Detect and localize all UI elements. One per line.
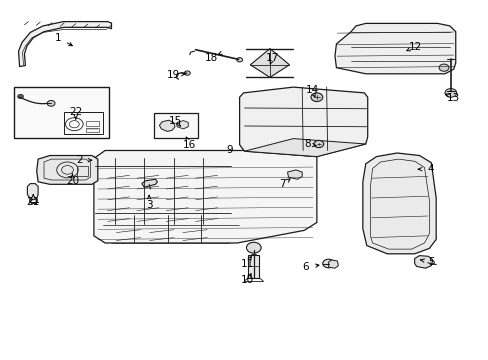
- Circle shape: [18, 94, 23, 99]
- Circle shape: [236, 58, 242, 62]
- Bar: [63, 112, 102, 134]
- Polygon shape: [95, 158, 230, 225]
- Text: 17: 17: [265, 53, 279, 63]
- Polygon shape: [102, 214, 238, 243]
- Text: 5: 5: [427, 257, 434, 267]
- Text: 4: 4: [426, 164, 433, 174]
- Polygon shape: [250, 49, 289, 77]
- Circle shape: [246, 242, 261, 253]
- Circle shape: [313, 140, 323, 148]
- Polygon shape: [27, 184, 38, 200]
- Text: 11: 11: [240, 258, 253, 269]
- Polygon shape: [177, 121, 188, 129]
- Polygon shape: [287, 170, 302, 179]
- Polygon shape: [105, 151, 230, 158]
- Text: 6: 6: [302, 262, 308, 272]
- Polygon shape: [239, 87, 367, 157]
- Polygon shape: [19, 22, 111, 67]
- Polygon shape: [414, 256, 432, 268]
- Text: 2: 2: [76, 155, 82, 165]
- Polygon shape: [94, 150, 316, 243]
- Polygon shape: [334, 23, 455, 74]
- Circle shape: [444, 89, 456, 97]
- Text: 21: 21: [26, 197, 40, 207]
- Polygon shape: [142, 179, 157, 187]
- Text: 1: 1: [54, 33, 61, 43]
- Text: 19: 19: [166, 70, 180, 80]
- Bar: [248, 255, 259, 278]
- Text: 3: 3: [145, 200, 152, 210]
- Polygon shape: [362, 153, 435, 254]
- Circle shape: [322, 259, 334, 268]
- Text: 20: 20: [66, 176, 79, 186]
- Bar: [85, 121, 99, 126]
- Polygon shape: [37, 156, 98, 184]
- Polygon shape: [244, 139, 365, 157]
- Polygon shape: [328, 260, 338, 268]
- Polygon shape: [159, 120, 175, 131]
- Text: 13: 13: [446, 93, 460, 103]
- Bar: [14, 87, 109, 138]
- Bar: [77, 166, 88, 176]
- Text: 16: 16: [183, 140, 196, 150]
- Text: 15: 15: [168, 116, 182, 126]
- Text: 7: 7: [279, 179, 285, 189]
- Circle shape: [184, 71, 190, 75]
- Circle shape: [47, 100, 55, 106]
- Bar: [154, 113, 198, 138]
- Circle shape: [438, 64, 448, 71]
- Text: 12: 12: [408, 42, 422, 52]
- Text: 9: 9: [226, 145, 233, 156]
- Text: 22: 22: [69, 107, 82, 117]
- Text: 8: 8: [303, 139, 310, 149]
- Text: 18: 18: [204, 53, 218, 63]
- Circle shape: [310, 93, 322, 102]
- Text: 14: 14: [305, 85, 318, 95]
- Bar: [85, 128, 99, 132]
- Text: 10: 10: [240, 275, 253, 285]
